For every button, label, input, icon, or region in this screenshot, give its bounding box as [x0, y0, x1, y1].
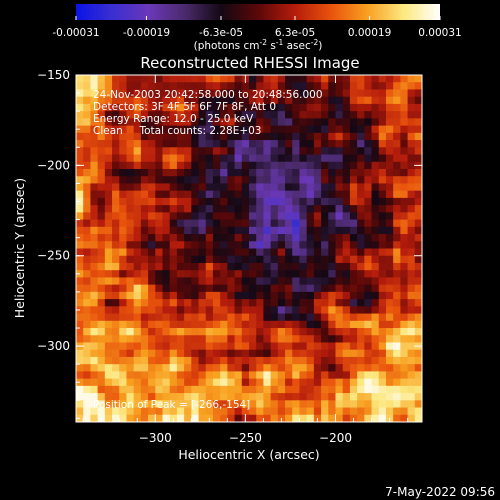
annotation-energy: Energy Range: 12.0 - 25.0 keV [93, 113, 254, 125]
x-axis-label: Heliocentric X (arcsec) [178, 447, 319, 462]
y-tick-label: −150 [37, 68, 70, 82]
colorbar-tick-label: -6.3e-05 [199, 27, 243, 39]
y-tick-label: −250 [37, 249, 70, 263]
colorbar-tick-label: -0.00019 [123, 27, 170, 39]
heatmap-image [76, 75, 422, 422]
x-tick-label: −250 [229, 431, 262, 445]
colorbar-tick-label: 0.00031 [418, 27, 461, 39]
colorbar-ticks: -0.00031 -0.00019 -6.3e-05 6.3e-05 0.00019 0.… [52, 16, 462, 39]
annotations: 24-Nov-2003 20:42:58.000 to 20:48:56.000… [93, 89, 323, 411]
colorbar-unit-label: (photons cm-2 s-1 asec-2) [194, 38, 323, 52]
footer-date: 7-May-2022 09:56 [385, 485, 495, 499]
annotation-time: 24-Nov-2003 20:42:58.000 to 20:48:56.000 [93, 89, 323, 101]
colorbar-tick-label: -0.00031 [52, 27, 99, 39]
x-tick-label: −200 [319, 431, 352, 445]
chart-title: Reconstructed RHESSI Image [140, 54, 359, 72]
colorbar-tick-label: 0.00019 [348, 27, 391, 39]
plot-frame [75, 74, 423, 423]
colorbar [76, 4, 440, 20]
y-axis-label: Heliocentric Y (arcsec) [12, 178, 27, 318]
annotation-clean: Clean Total counts: 2.28E+03 [93, 125, 262, 137]
annotation-peak: Position of Peak = [-266,-154] [93, 399, 250, 411]
colorbar-tick-label: 6.3e-05 [275, 27, 315, 39]
y-tick-label: −200 [37, 158, 70, 172]
x-tick-label: −300 [139, 431, 172, 445]
axis-ticks: −300 −250 −200 −150 −200 −250 −300 [37, 68, 422, 445]
y-tick-label: −300 [37, 339, 70, 353]
annotation-detectors: Detectors: 3F 4F 5F 6F 7F 8F, Att 0 [93, 101, 276, 113]
